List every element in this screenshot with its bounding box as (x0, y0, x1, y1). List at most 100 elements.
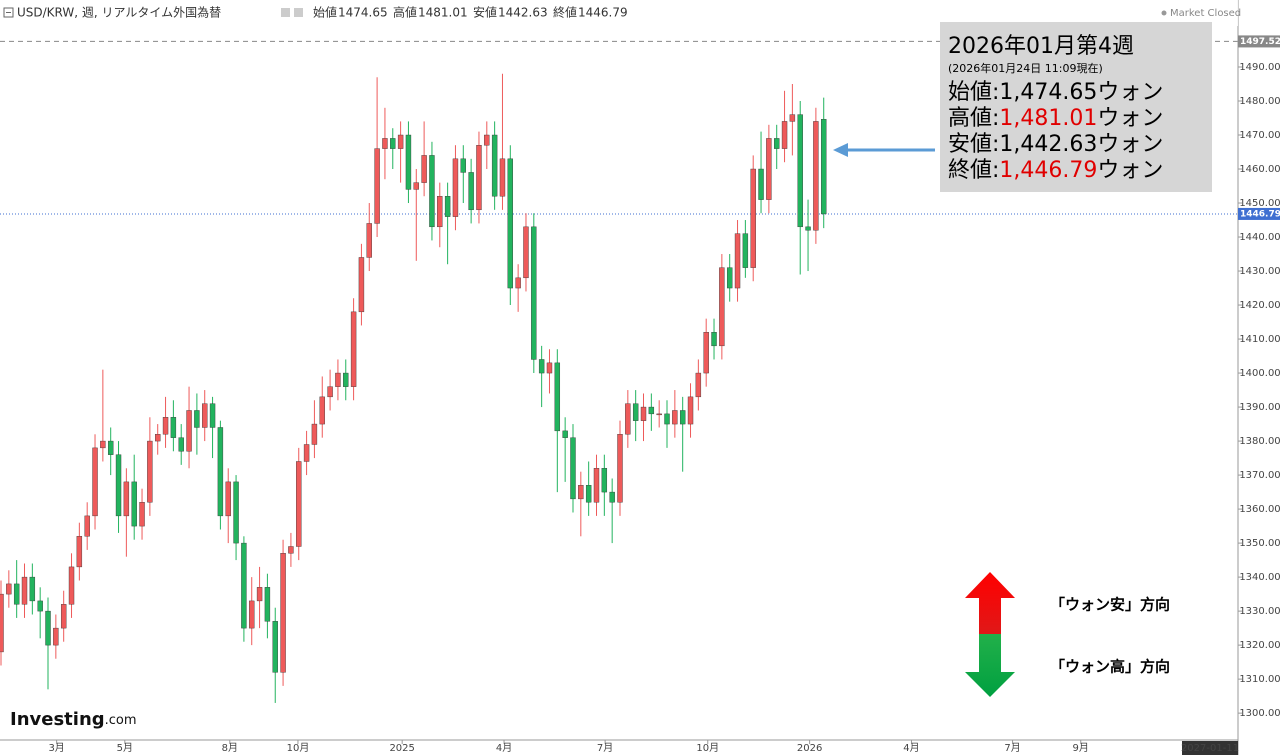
candle-body (523, 226, 529, 279)
candle-body (578, 485, 584, 500)
candle-body (6, 583, 12, 595)
candle-body (202, 403, 208, 428)
candle-body (617, 434, 623, 503)
candle-body (366, 223, 372, 258)
x-tick-label: 3月 (48, 742, 64, 754)
status-dot (1161, 10, 1167, 16)
candle-body (531, 226, 537, 360)
ohlc-value: 1446.79 (578, 6, 628, 20)
candle-body (155, 434, 161, 442)
ohlc-label: 高値 (393, 5, 417, 20)
candle-body (656, 413, 662, 416)
brand: Investing.com (10, 709, 137, 730)
candle-body (233, 481, 239, 544)
candle-body (60, 604, 67, 629)
info-value: 1,474.65 (999, 80, 1097, 105)
x-tick-label: 2026 (797, 743, 822, 754)
candle-body (437, 196, 443, 228)
candle-body (734, 233, 741, 289)
brand-name: Investing (10, 709, 105, 730)
candle-body (29, 576, 36, 602)
candle-body (374, 148, 380, 224)
candle-body (92, 447, 98, 517)
down-arrow (965, 634, 1015, 697)
candle-body (726, 267, 733, 289)
icon[interactable] (294, 8, 303, 17)
info-value: 1,481.01 (999, 106, 1097, 131)
candle-body (209, 403, 216, 428)
ohlc-label: 安値 (473, 5, 497, 20)
candle-body (546, 362, 553, 374)
candle-body (601, 468, 608, 493)
x-tick-label: 8月 (222, 742, 238, 754)
candle-body (429, 155, 435, 228)
candle-body (68, 566, 75, 605)
candle-body (664, 413, 670, 425)
y-tick-label: 1430.00 (1239, 266, 1280, 277)
price-label: 1446.79 (1240, 209, 1280, 219)
info-unit: ウォン (1097, 158, 1163, 183)
candle-body (280, 553, 286, 673)
candle-body (672, 410, 678, 425)
candle-body (21, 576, 28, 605)
market-status: Market Closed (1170, 8, 1241, 19)
info-title: 2026年01月第4週 (948, 34, 1134, 59)
ohlc-label: 終値 (553, 5, 577, 20)
cursor-date-bg (1182, 741, 1238, 755)
candle-body (217, 427, 224, 517)
candle-body (100, 440, 106, 449)
candle-body (452, 158, 459, 217)
y-tick-label: 1490.00 (1239, 62, 1280, 73)
candle-body (303, 444, 310, 462)
candle-body (774, 138, 780, 149)
candle-body (570, 437, 576, 500)
y-tick-label: 1350.00 (1239, 538, 1280, 549)
candle-body (711, 332, 717, 347)
x-tick-label: 7月 (1004, 742, 1020, 754)
info-label: 終値: (948, 158, 999, 183)
candle-body (695, 372, 702, 398)
candle-body (648, 406, 655, 415)
y-tick-label: 1440.00 (1239, 232, 1280, 243)
candle-body (789, 114, 796, 122)
candle-body (0, 593, 4, 653)
candle-body (758, 168, 764, 200)
price-label: 1497.52 (1240, 37, 1280, 47)
info-asof: (2026年01月24日 11:09現在) (948, 61, 1103, 75)
x-tick-label: 10月 (696, 742, 719, 754)
info-unit: ウォン (1097, 106, 1163, 131)
y-tick-label: 1320.00 (1239, 640, 1280, 651)
candle-body (719, 267, 725, 347)
candle-body (476, 145, 482, 211)
y-tick-label: 1470.00 (1239, 130, 1280, 141)
candle-body (805, 226, 811, 231)
candle-body (272, 621, 278, 673)
candle-body (813, 121, 819, 231)
candle-body (147, 440, 153, 503)
candle-body (45, 610, 51, 646)
candle-body (390, 138, 396, 149)
candle-body (413, 182, 419, 190)
candle-body (640, 406, 647, 421)
info-unit: ウォン (1097, 132, 1163, 157)
candle-body (225, 481, 231, 517)
candle-body (484, 134, 490, 146)
candle-body (797, 114, 803, 228)
symbol: USD/KRW, 週, リアルタイム外国為替 (17, 6, 221, 20)
candle-body (507, 158, 514, 289)
candle-body (178, 437, 184, 452)
collapse-icon[interactable] (3, 7, 14, 18)
info-unit: ウォン (1097, 80, 1163, 105)
candle-body (107, 440, 114, 455)
info-label: 高値: (948, 106, 999, 131)
info-box (940, 22, 1212, 192)
info-value: 1,442.63 (999, 132, 1097, 157)
info-row: 始値:1,474.65ウォン (948, 80, 1163, 105)
candle-body (311, 423, 318, 445)
arrow-label: 「ウォン高」方向 (1050, 658, 1170, 676)
y-tick-label: 1420.00 (1239, 300, 1280, 311)
icon[interactable] (281, 8, 290, 17)
candle-body (405, 134, 412, 190)
candle-body (460, 158, 466, 173)
pointer-arrowhead (833, 143, 848, 157)
